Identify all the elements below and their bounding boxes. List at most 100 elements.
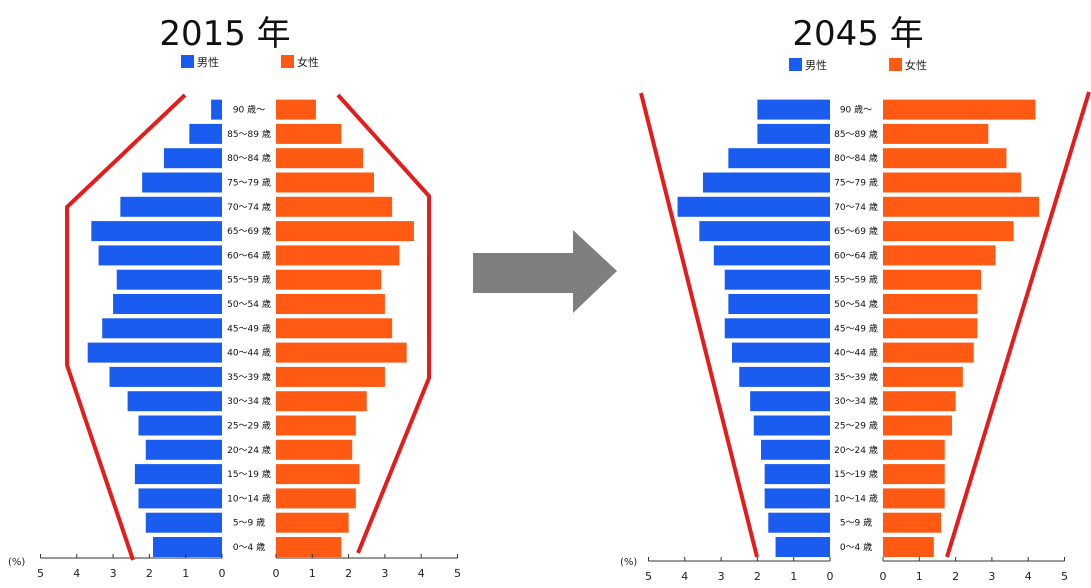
bar-female [276,245,400,266]
tick-label: 1 [916,570,923,583]
bar-female [276,294,385,314]
age-label: 20〜24 歳 [227,444,271,456]
age-label: 35〜39 歳 [227,371,271,383]
tick-label: 1 [309,567,316,580]
bar-male [768,512,830,533]
arrow-right-icon [473,230,617,313]
chart-title-2045: 2045 年 [792,14,923,54]
bar-female [276,123,342,144]
age-label: 55〜59 歳 [834,274,878,286]
age-label: 90 歳〜 [233,104,265,116]
age-label: 5〜9 歳 [840,517,872,529]
tick-label: 0 [219,567,226,580]
bar-female [276,391,367,412]
tick-label: 5 [37,567,44,580]
bar-male [731,342,830,363]
age-label: 65〜69 歳 [227,225,271,237]
bar-male [116,269,222,290]
outline-left-2045 [639,92,759,558]
age-label: 75〜79 歳 [834,177,878,189]
bar-female [883,123,989,144]
tick-label: 5 [645,570,652,583]
age-label: 50〜54 歳 [227,298,271,310]
tick-label: 2 [952,570,959,583]
bar-female [883,391,956,412]
age-label: 25〜29 歳 [834,420,878,432]
age-label: 30〜34 歳 [834,395,878,407]
age-label: 30〜34 歳 [227,395,271,407]
bar-female [883,172,1021,193]
bar-female [883,221,1014,242]
bar-male [775,537,830,557]
bar-female [276,342,407,363]
tick-label: 0 [827,570,834,583]
bar-female [883,488,945,509]
age-label: 45〜49 歳 [227,322,271,334]
pyramid-2015: 2015 年 男性 女性 (%) 0〜4 歳 5〜9 歳 10〜14 歳 15〜19 … [8,14,461,580]
bar-male [724,269,830,290]
age-label: 15〜19 歳 [227,468,271,480]
bars-2015: 0〜4 歳5〜9 歳10〜14 歳15〜19 歳20〜24 歳25〜29 歳30… [37,99,461,580]
outline-right-2015 [336,93,431,554]
legend-label-male: 男性 [197,55,219,69]
bar-female [883,269,982,290]
tick-label: 2 [345,567,352,580]
bar-female [883,439,945,460]
legend-swatch-male [181,55,194,68]
bar-male [120,196,222,217]
legend-swatch-male [789,58,802,71]
age-label: 5〜9 歳 [233,517,265,529]
unit-label: (%) [620,557,637,568]
bar-female [276,415,356,436]
bar-male [702,172,830,193]
age-label: 90 歳〜 [840,104,872,116]
bar-male [163,148,222,169]
age-label: 80〜84 歳 [834,152,878,164]
bar-male [677,196,830,217]
bar-male [764,488,830,509]
tick-label: 4 [681,570,688,583]
bar-female [276,537,342,557]
unit-label: (%) [8,557,25,568]
age-label: 55〜59 歳 [227,274,271,286]
age-label: 40〜44 歳 [227,347,271,359]
tick-label: 2 [146,567,153,580]
bar-male [757,99,830,120]
age-label: 60〜64 歳 [834,249,878,261]
tick-label: 5 [1061,570,1068,583]
legend-label-male: 男性 [805,58,827,72]
bar-male [138,415,222,436]
bar-male [113,294,222,314]
tick-label: 1 [182,567,189,580]
chart-title-2015: 2015 年 [159,14,290,54]
tick-label: 2 [754,570,761,583]
pyramid-2045: 2045 年 男性 女性 (%) 0〜4 歳 5〜9 歳 10〜14 歳 15〜19 … [620,14,1091,583]
legend-label-female: 女性 [297,55,319,69]
age-label: 20〜24 歳 [834,444,878,456]
bar-female [276,366,385,387]
tick-label: 5 [454,567,461,580]
bar-male [138,488,222,509]
tick-label: 0 [273,567,280,580]
bar-male [699,221,830,242]
age-label: 25〜29 歳 [227,420,271,432]
bar-male [91,221,222,242]
age-label: 0〜4 歳 [233,541,265,553]
bar-male [757,123,830,144]
age-label: 60〜64 歳 [227,249,271,261]
legend-swatch-female [281,55,294,68]
age-label: 85〜89 歳 [834,128,878,140]
bar-female [276,148,364,169]
bar-male [764,464,830,485]
bar-male [109,366,222,387]
bar-male [750,391,830,412]
tick-label: 0 [880,570,887,583]
bar-female [276,221,414,242]
bar-female [276,512,349,533]
bar-male [134,464,222,485]
bar-female [883,318,978,339]
bar-male [189,123,222,144]
legend-label-female: 女性 [905,58,927,72]
bar-male [724,318,830,339]
